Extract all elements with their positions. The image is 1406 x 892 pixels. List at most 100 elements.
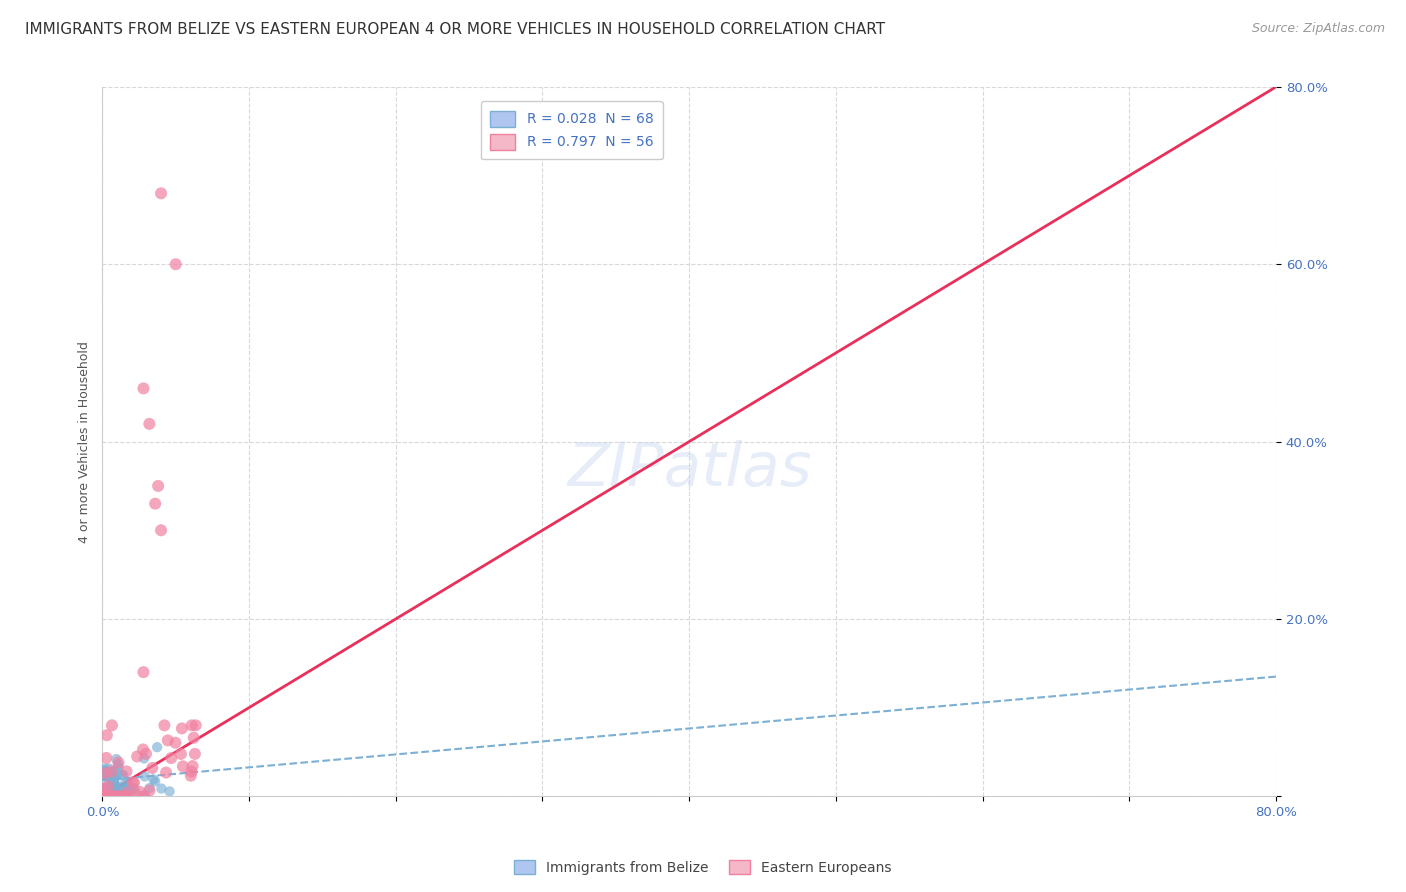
Point: [111, 785, 134, 799]
Point: [97, 779, 120, 793]
Point: [107, 757, 129, 772]
Point: [165, 736, 187, 750]
Point: [115, 789, 138, 804]
Point: [103, 783, 125, 797]
Point: [107, 760, 129, 774]
Point: [184, 718, 207, 732]
Point: [150, 781, 173, 796]
Point: [143, 774, 166, 789]
Point: [150, 523, 173, 537]
Point: [110, 780, 132, 795]
Point: [134, 789, 156, 803]
Point: [105, 766, 128, 780]
Point: [132, 742, 155, 756]
Point: [180, 718, 202, 732]
Point: [101, 780, 124, 794]
Point: [96, 728, 118, 742]
Point: [104, 778, 127, 792]
Point: [138, 783, 160, 797]
Point: [93, 764, 115, 779]
Point: [101, 775, 124, 789]
Point: [127, 749, 149, 764]
Point: [115, 764, 138, 779]
Point: [115, 780, 138, 795]
Point: [97, 761, 120, 775]
Point: [150, 186, 173, 201]
Point: [115, 786, 138, 800]
Point: [135, 747, 157, 761]
Point: [104, 789, 127, 804]
Text: IMMIGRANTS FROM BELIZE VS EASTERN EUROPEAN 4 OR MORE VEHICLES IN HOUSEHOLD CORRE: IMMIGRANTS FROM BELIZE VS EASTERN EUROPE…: [25, 22, 886, 37]
Point: [93, 764, 115, 778]
Point: [104, 785, 127, 799]
Point: [112, 789, 135, 803]
Point: [153, 718, 176, 732]
Point: [93, 789, 115, 804]
Point: [132, 381, 155, 395]
Point: [183, 731, 205, 745]
Point: [96, 787, 118, 801]
Point: [111, 768, 134, 782]
Point: [98, 772, 121, 786]
Point: [100, 789, 122, 803]
Point: [141, 761, 163, 775]
Point: [103, 772, 125, 787]
Point: [165, 257, 187, 271]
Point: [105, 752, 128, 766]
Point: [101, 718, 124, 732]
Point: [97, 770, 120, 784]
Point: [103, 789, 125, 804]
Point: [97, 781, 120, 796]
Point: [115, 789, 138, 804]
Point: [105, 789, 128, 804]
Point: [124, 781, 146, 796]
Point: [93, 780, 115, 795]
Point: [170, 747, 193, 761]
Point: [97, 788, 120, 802]
Point: [103, 783, 125, 797]
Point: [118, 780, 141, 795]
Point: [100, 789, 122, 803]
Point: [101, 788, 124, 802]
Point: [96, 789, 118, 804]
Point: [122, 776, 145, 790]
Point: [111, 784, 134, 798]
Point: [121, 775, 143, 789]
Point: [101, 764, 124, 779]
Point: [115, 786, 138, 800]
Point: [114, 788, 136, 802]
Point: [101, 787, 124, 801]
Point: [128, 785, 150, 799]
Point: [94, 788, 117, 802]
Text: ZIPatlas: ZIPatlas: [567, 441, 811, 500]
Point: [132, 751, 155, 765]
Point: [93, 787, 115, 801]
Point: [94, 762, 117, 776]
Point: [146, 740, 169, 755]
Point: [93, 782, 115, 797]
Point: [138, 417, 160, 431]
Point: [100, 765, 122, 780]
Point: [98, 782, 121, 797]
Point: [120, 784, 142, 798]
Point: [143, 497, 166, 511]
Point: [124, 787, 146, 801]
Point: [91, 789, 114, 804]
Y-axis label: 4 or more Vehicles in Household: 4 or more Vehicles in Household: [79, 341, 91, 542]
Point: [160, 751, 183, 765]
Point: [101, 789, 124, 804]
Point: [100, 787, 122, 801]
Point: [138, 781, 160, 796]
Point: [96, 768, 118, 782]
Point: [172, 759, 194, 773]
Point: [155, 765, 177, 780]
Point: [104, 772, 127, 786]
Point: [103, 775, 125, 789]
Text: Source: ZipAtlas.com: Source: ZipAtlas.com: [1251, 22, 1385, 36]
Point: [132, 665, 155, 680]
Point: [180, 769, 202, 783]
Point: [110, 789, 132, 804]
Point: [100, 764, 122, 779]
Point: [101, 789, 124, 804]
Point: [184, 747, 207, 761]
